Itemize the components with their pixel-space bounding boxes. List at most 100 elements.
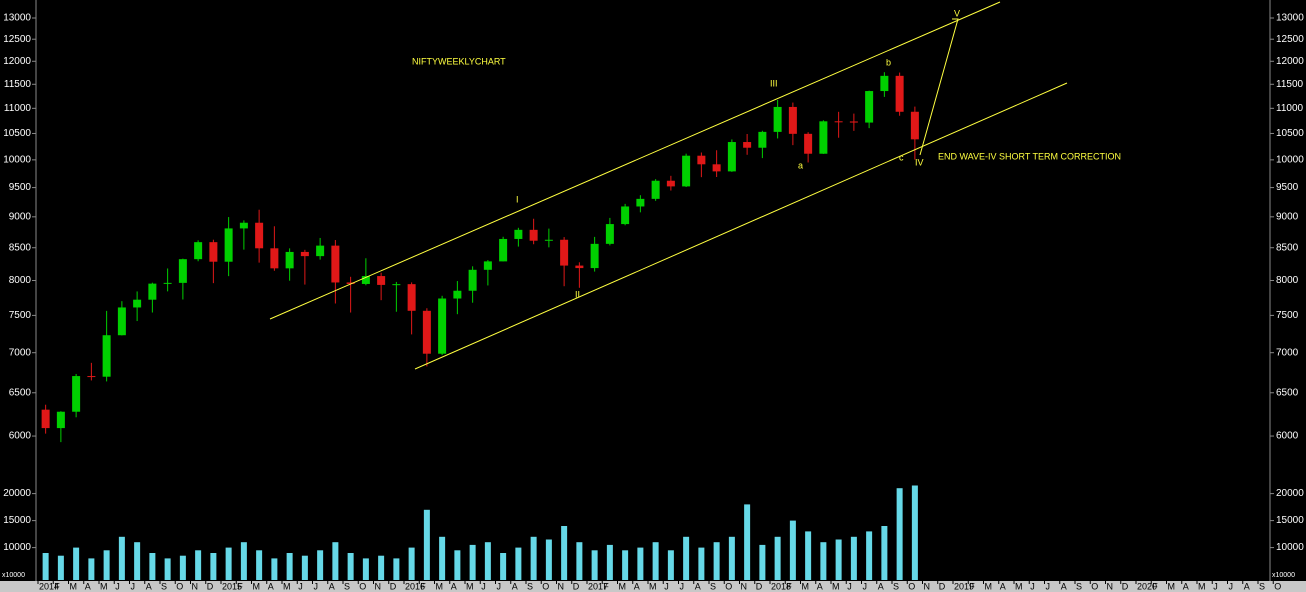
volume-bar bbox=[744, 504, 751, 580]
x-tick-label: M bbox=[70, 581, 78, 591]
x-tick-label: D bbox=[756, 581, 763, 591]
y-tick-label: 8500 bbox=[9, 242, 32, 253]
candle-body bbox=[682, 155, 691, 187]
x-tick-label: D bbox=[1122, 581, 1129, 591]
volume-bar bbox=[500, 553, 507, 580]
candle-body bbox=[133, 299, 142, 308]
volume-bar bbox=[789, 520, 796, 580]
y-tick-label: 6500 bbox=[9, 387, 32, 398]
candle-body bbox=[468, 269, 477, 291]
x-tick-label: A bbox=[451, 581, 457, 591]
x-tick-label: M bbox=[100, 581, 108, 591]
x-tick-label: J bbox=[1030, 581, 1035, 591]
candle-body bbox=[773, 106, 782, 132]
y-tick-label: 9500 bbox=[9, 182, 32, 193]
volume-tick-label-right: 15000 bbox=[1276, 515, 1304, 526]
wave-label: V bbox=[954, 8, 960, 18]
candle-body bbox=[117, 307, 126, 336]
volume-bar bbox=[652, 542, 659, 580]
volume-bar bbox=[622, 550, 629, 580]
candle-body bbox=[224, 228, 233, 262]
x-tick-label: A bbox=[268, 581, 274, 591]
volume-bar bbox=[835, 539, 842, 580]
y-tick-label: 11500 bbox=[4, 79, 32, 90]
volume-bar bbox=[911, 485, 918, 580]
x-tick-label: J bbox=[1229, 581, 1234, 591]
x-tick-label: N bbox=[1107, 581, 1114, 591]
x-tick-label: S bbox=[1259, 581, 1265, 591]
x-tick-label: 2017 bbox=[588, 581, 608, 591]
x-tick-label: J bbox=[131, 581, 136, 591]
y-tick-label-right: 9000 bbox=[1276, 211, 1299, 222]
volume-tick-label-right: 20000 bbox=[1276, 488, 1304, 499]
x-tick-label: 2018 bbox=[771, 581, 791, 591]
x-tick-label: N bbox=[192, 581, 199, 591]
candle-body bbox=[788, 106, 797, 134]
volume-bar bbox=[469, 544, 476, 580]
volume-bar bbox=[301, 555, 308, 580]
x-tick-label: M bbox=[832, 581, 840, 591]
candle-body bbox=[849, 121, 858, 123]
volume-bar bbox=[149, 553, 156, 580]
x-tick-label: S bbox=[893, 581, 899, 591]
y-tick-label-right: 9500 bbox=[1276, 182, 1299, 193]
x-tick-label: S bbox=[527, 581, 533, 591]
candle-body bbox=[438, 298, 447, 354]
x-tick-label: J bbox=[680, 581, 685, 591]
volume-bar bbox=[57, 555, 64, 580]
y-tick-label: 13000 bbox=[3, 13, 31, 24]
x-tick-label: O bbox=[725, 581, 732, 591]
x-tick-label: A bbox=[1183, 581, 1189, 591]
candle-body bbox=[392, 284, 401, 286]
upper-channel-line bbox=[269, 1, 1001, 320]
volume-tick-label: 10000 bbox=[3, 542, 31, 553]
x-tick-label: A bbox=[695, 581, 701, 591]
volume-bar bbox=[439, 536, 446, 580]
candle-body bbox=[605, 224, 614, 244]
candle-body bbox=[453, 290, 462, 299]
candle-body bbox=[102, 335, 111, 377]
candle-body bbox=[361, 276, 370, 284]
volume-bar bbox=[210, 553, 217, 580]
volume-unit-label-right: x10000 bbox=[1272, 572, 1295, 579]
candle-body bbox=[346, 282, 355, 284]
y-tick-label-right: 8000 bbox=[1276, 275, 1299, 286]
candle-body bbox=[712, 164, 721, 172]
candle-body bbox=[377, 276, 386, 285]
x-tick-label: 2016 bbox=[405, 581, 425, 591]
x-tick-label: J bbox=[298, 581, 303, 591]
volume-bar bbox=[728, 536, 735, 580]
x-tick-label: S bbox=[1076, 581, 1082, 591]
x-tick-label: O bbox=[542, 581, 549, 591]
x-tick-label: A bbox=[1000, 581, 1006, 591]
y-tick-label-right: 6000 bbox=[1276, 431, 1299, 442]
y-tick-label: 7500 bbox=[9, 310, 32, 321]
candle-body bbox=[407, 284, 416, 311]
candle-body bbox=[743, 142, 752, 148]
volume-bar bbox=[134, 542, 141, 580]
y-tick-label-right: 10500 bbox=[1276, 128, 1304, 139]
wave-label: a bbox=[798, 160, 803, 170]
x-tick-label: J bbox=[314, 581, 319, 591]
x-tick-label: N bbox=[375, 581, 382, 591]
x-tick-label: J bbox=[481, 581, 486, 591]
x-tick-label: A bbox=[1061, 581, 1067, 591]
x-tick-label: O bbox=[359, 581, 366, 591]
y-tick-label: 8000 bbox=[9, 275, 32, 286]
x-tick-label: J bbox=[664, 581, 669, 591]
wave-label: IV bbox=[915, 157, 924, 167]
volume-tick-label: 15000 bbox=[3, 515, 31, 526]
x-tick-label: O bbox=[908, 581, 915, 591]
wave-v-projection bbox=[919, 18, 959, 156]
volume-bar bbox=[606, 544, 613, 580]
candle-body bbox=[636, 198, 645, 207]
candle-body bbox=[41, 409, 50, 429]
volume-bar bbox=[484, 542, 491, 580]
y-tick-label: 12500 bbox=[3, 34, 31, 45]
x-tick-label: D bbox=[390, 581, 397, 591]
volume-bar bbox=[545, 539, 552, 580]
volume-bar bbox=[286, 553, 293, 580]
volume-bar bbox=[637, 547, 644, 580]
candle-body bbox=[56, 411, 65, 429]
volume-bar bbox=[454, 550, 461, 580]
